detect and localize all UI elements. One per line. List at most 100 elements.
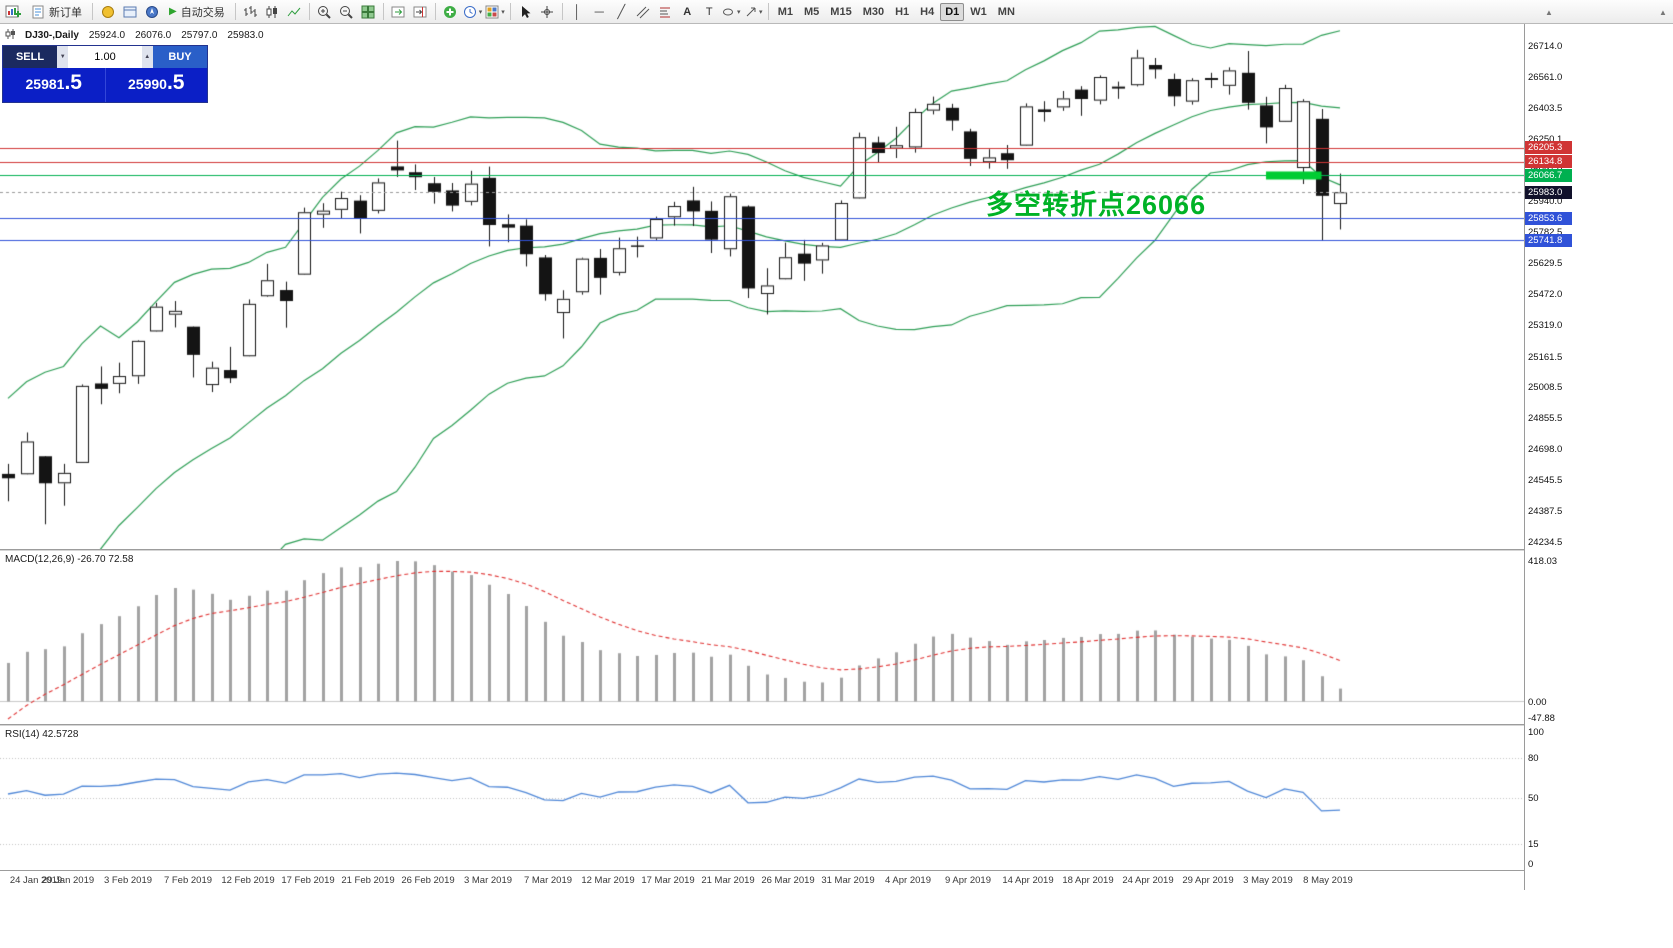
rsi-panel-canvas[interactable] (0, 726, 1524, 870)
macd-panel-canvas[interactable] (0, 551, 1524, 724)
ohlc-open: 25924.0 (88, 30, 126, 41)
text-tool-button[interactable]: A (683, 5, 692, 18)
toolbar-separator (561, 3, 563, 20)
market-watch-button[interactable] (97, 2, 118, 22)
rsi-label: RSI(14) 42.5728 (5, 729, 79, 740)
timeframe-w1-button[interactable]: W1 (970, 5, 987, 18)
macd-axis-max: 418.03 (1528, 556, 1558, 567)
time-axis-label: 12 Feb 2019 (221, 875, 275, 886)
horizontal-line-button[interactable]: ─ (594, 4, 604, 19)
text-label-tool-button[interactable]: T (705, 5, 713, 18)
rsi-axis-min: 0 (1528, 859, 1534, 870)
buy-button[interactable]: BUY (153, 46, 207, 68)
one-click-trading-panel: SELL ▼ ▲ BUY 25981.5 25990.5 (2, 45, 208, 103)
toolbar-overflow-button[interactable]: ▲ (1545, 7, 1553, 17)
fibonacci-button[interactable] (655, 2, 676, 22)
play-icon: ▶ (169, 6, 177, 17)
chevron-down-icon: ▾ (478, 8, 483, 16)
price-line-tag[interactable]: 26066.7 (1525, 168, 1572, 182)
price-axis-tick: 24698.0 (1528, 444, 1563, 456)
price-line-tag[interactable]: 25741.8 (1525, 233, 1572, 247)
templates-dropdown[interactable]: ▾ (484, 2, 506, 22)
time-axis-label: 24 Apr 2019 (1122, 875, 1174, 886)
timeframe-mn-button[interactable]: MN (997, 5, 1015, 18)
chart-shift-button[interactable] (410, 2, 431, 22)
auto-scroll-button[interactable] (388, 2, 409, 22)
toolbar: 新订单 ▶ 自动交易 ▾ ▾ │ ─ ╱ A T ▾ ▾ M1 M (0, 0, 1673, 24)
timeframe-m1-button[interactable]: M1 (777, 5, 794, 18)
price-line-tag[interactable]: 26134.8 (1525, 155, 1572, 169)
timeframe-m15-button[interactable]: M15 (830, 5, 852, 18)
vertical-line-button[interactable]: │ (573, 4, 582, 19)
time-axis-label: 18 Apr 2019 (1062, 875, 1114, 886)
symbol-info: DJ30-,Daily 25924.0 26076.0 25797.0 2598… (5, 29, 264, 42)
cursor-button[interactable] (515, 2, 536, 22)
buy-price[interactable]: 25990.5 (106, 68, 208, 102)
bar-chart-button[interactable] (240, 2, 261, 22)
navigator-button[interactable] (141, 2, 162, 22)
time-axis-label: 26 Mar 2019 (761, 875, 815, 886)
autotrading-button[interactable]: ▶ 自动交易 (163, 2, 231, 22)
triangle-down-icon: ▼ (59, 54, 66, 60)
price-axis-tick: 25161.5 (1528, 351, 1563, 363)
time-axis-label: 31 Mar 2019 (821, 875, 875, 886)
timeframe-m30-button[interactable]: M30 (862, 5, 885, 18)
time-axis-label: 21 Mar 2019 (701, 875, 755, 886)
buy-price-main: 25990 (128, 76, 167, 92)
crosshair-button[interactable] (537, 2, 558, 22)
toolbar-separator (234, 3, 236, 20)
panel-separator-macd[interactable] (0, 549, 1524, 551)
time-axis-label: 3 May 2019 (1243, 875, 1293, 886)
zoom-in-button[interactable] (314, 2, 335, 22)
sell-button[interactable]: SELL (3, 46, 57, 68)
line-chart-button[interactable] (284, 2, 305, 22)
sell-price-main: 25981 (25, 76, 65, 92)
new-order-label: 新订单 (49, 6, 82, 19)
ohlc-high: 26076.0 (135, 30, 172, 41)
time-axis-label: 4 Apr 2019 (885, 875, 931, 886)
zoom-out-button[interactable] (336, 2, 357, 22)
toolbar-separator (767, 3, 769, 20)
time-axis-label: 21 Feb 2019 (341, 875, 395, 886)
indicators-button[interactable] (440, 2, 461, 22)
bid-price-tag[interactable]: 25983.0 (1525, 185, 1572, 199)
timeframe-d1-button[interactable]: D1 (940, 2, 965, 21)
time-axis-label: 17 Feb 2019 (281, 875, 335, 886)
sell-price[interactable]: 25981.5 (3, 68, 105, 102)
time-axis-label: 29 Apr 2019 (1182, 875, 1234, 886)
price-axis-tick: 24855.5 (1528, 412, 1563, 424)
timeframe-m5-button[interactable]: M5 (804, 5, 820, 18)
new-chart-button[interactable] (3, 2, 24, 22)
data-window-button[interactable] (119, 2, 140, 22)
candlestick-chart-button[interactable] (262, 2, 283, 22)
panel-separator-rsi[interactable] (0, 724, 1524, 726)
time-axis-label: 7 Mar 2019 (523, 875, 573, 886)
timeframe-h4-button[interactable]: H4 (920, 5, 935, 18)
periods-dropdown[interactable]: ▾ (462, 2, 484, 22)
shapes-dropdown[interactable]: ▾ (721, 2, 742, 22)
time-axis-label: 8 May 2019 (1303, 875, 1353, 886)
timeframe-h1-button[interactable]: H1 (895, 5, 910, 18)
tile-windows-button[interactable] (358, 2, 379, 22)
price-line-tag[interactable]: 25853.6 (1525, 211, 1572, 225)
price-axis-tick: 26250.1 (1528, 133, 1563, 145)
price-axis-tick: 26714.0 (1528, 41, 1563, 52)
arrows-dropdown[interactable]: ▾ (743, 2, 764, 22)
price-axis-tick: 24545.5 (1528, 474, 1563, 486)
price-line-tag[interactable]: 26205.3 (1525, 141, 1572, 155)
chart-annotation[interactable]: 多空转折点26066 (986, 190, 1207, 220)
trendline-button[interactable]: ╱ (617, 3, 626, 19)
new-order-button[interactable]: 新订单 (25, 2, 88, 22)
chevron-down-icon: ▾ (501, 8, 505, 16)
volume-increase-button[interactable]: ▲ (141, 46, 153, 68)
macd-label: MACD(12,26,9) -26.70 72.58 (5, 554, 134, 565)
volume-decrease-button[interactable]: ▼ (57, 46, 69, 68)
time-axis-label: 3 Mar 2019 (463, 875, 513, 886)
price-chart-canvas[interactable] (0, 24, 1524, 549)
toolbar-separator (509, 3, 511, 20)
volume-input[interactable] (68, 46, 142, 68)
scroll-up-button[interactable]: ▲ (1659, 7, 1667, 17)
price-axis-tick: 24387.5 (1528, 506, 1563, 518)
equidistant-channel-button[interactable] (633, 2, 654, 22)
